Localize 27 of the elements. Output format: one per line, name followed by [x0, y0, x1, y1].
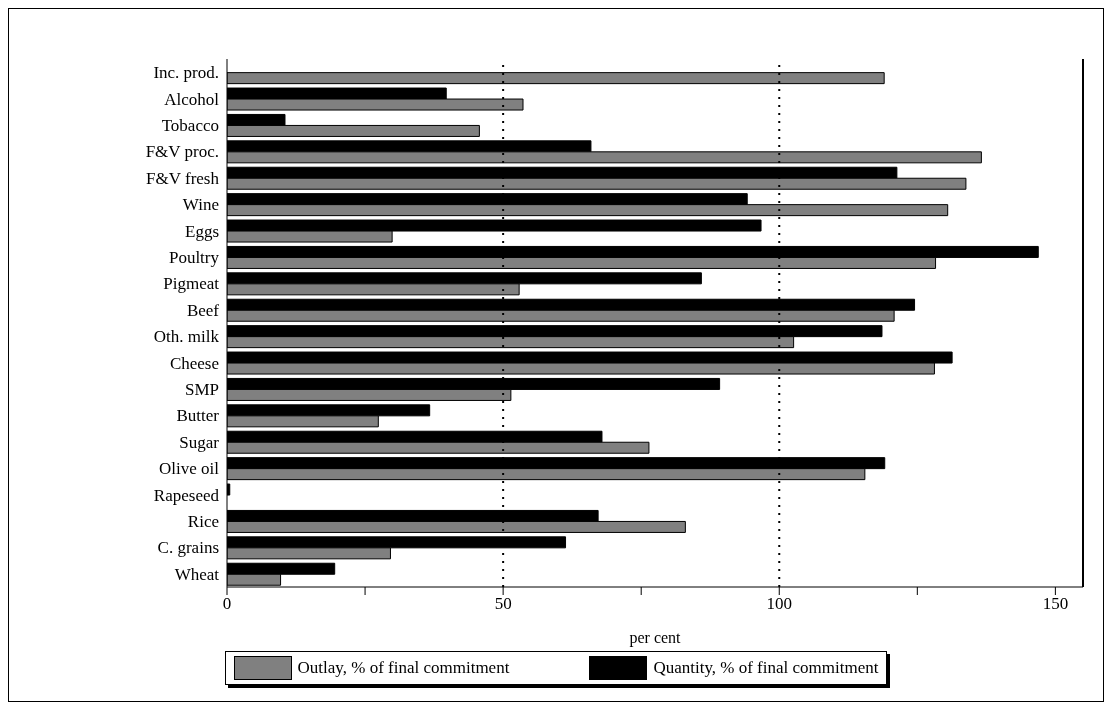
- y-tick-label: F&V proc.: [145, 142, 219, 162]
- y-tick-label: Oth. milk: [153, 327, 220, 347]
- y-tick-label: Pigmeat: [163, 274, 220, 294]
- x-tick-label: 100: [766, 594, 793, 614]
- y-tick-label: F&V fresh: [146, 168, 220, 188]
- x-tick-label: 150: [1042, 594, 1069, 614]
- y-tick-label: Tobacco: [161, 116, 219, 136]
- y-tick-label: SMP: [184, 380, 219, 400]
- y-tick-label: C. grains: [157, 538, 219, 558]
- y-tick-label: Alcohol: [164, 89, 220, 109]
- y-tick-label: Eggs: [185, 221, 219, 241]
- y-tick-label: Inc. prod.: [153, 63, 219, 83]
- y-tick-label: Beef: [186, 300, 220, 320]
- x-tick-label: 0: [222, 594, 232, 614]
- legend-label: Outlay, % of final commitment: [297, 658, 510, 678]
- x-tick-label: 50: [494, 594, 512, 614]
- x-axis-title: per cent: [629, 629, 682, 647]
- y-tick-label: Olive oil: [159, 459, 220, 479]
- y-tick-label: Sugar: [179, 432, 220, 452]
- y-tick-label: Poultry: [168, 248, 220, 268]
- legend-label: Quantity, % of final commitment: [653, 658, 879, 678]
- y-tick-label: Rapeseed: [153, 485, 220, 505]
- y-tick-label: Rice: [187, 512, 219, 532]
- y-tick-label: Wheat: [174, 564, 220, 584]
- y-tick-label: Wine: [182, 195, 219, 215]
- y-tick-label: Cheese: [169, 353, 219, 373]
- y-tick-label: Butter: [176, 406, 220, 426]
